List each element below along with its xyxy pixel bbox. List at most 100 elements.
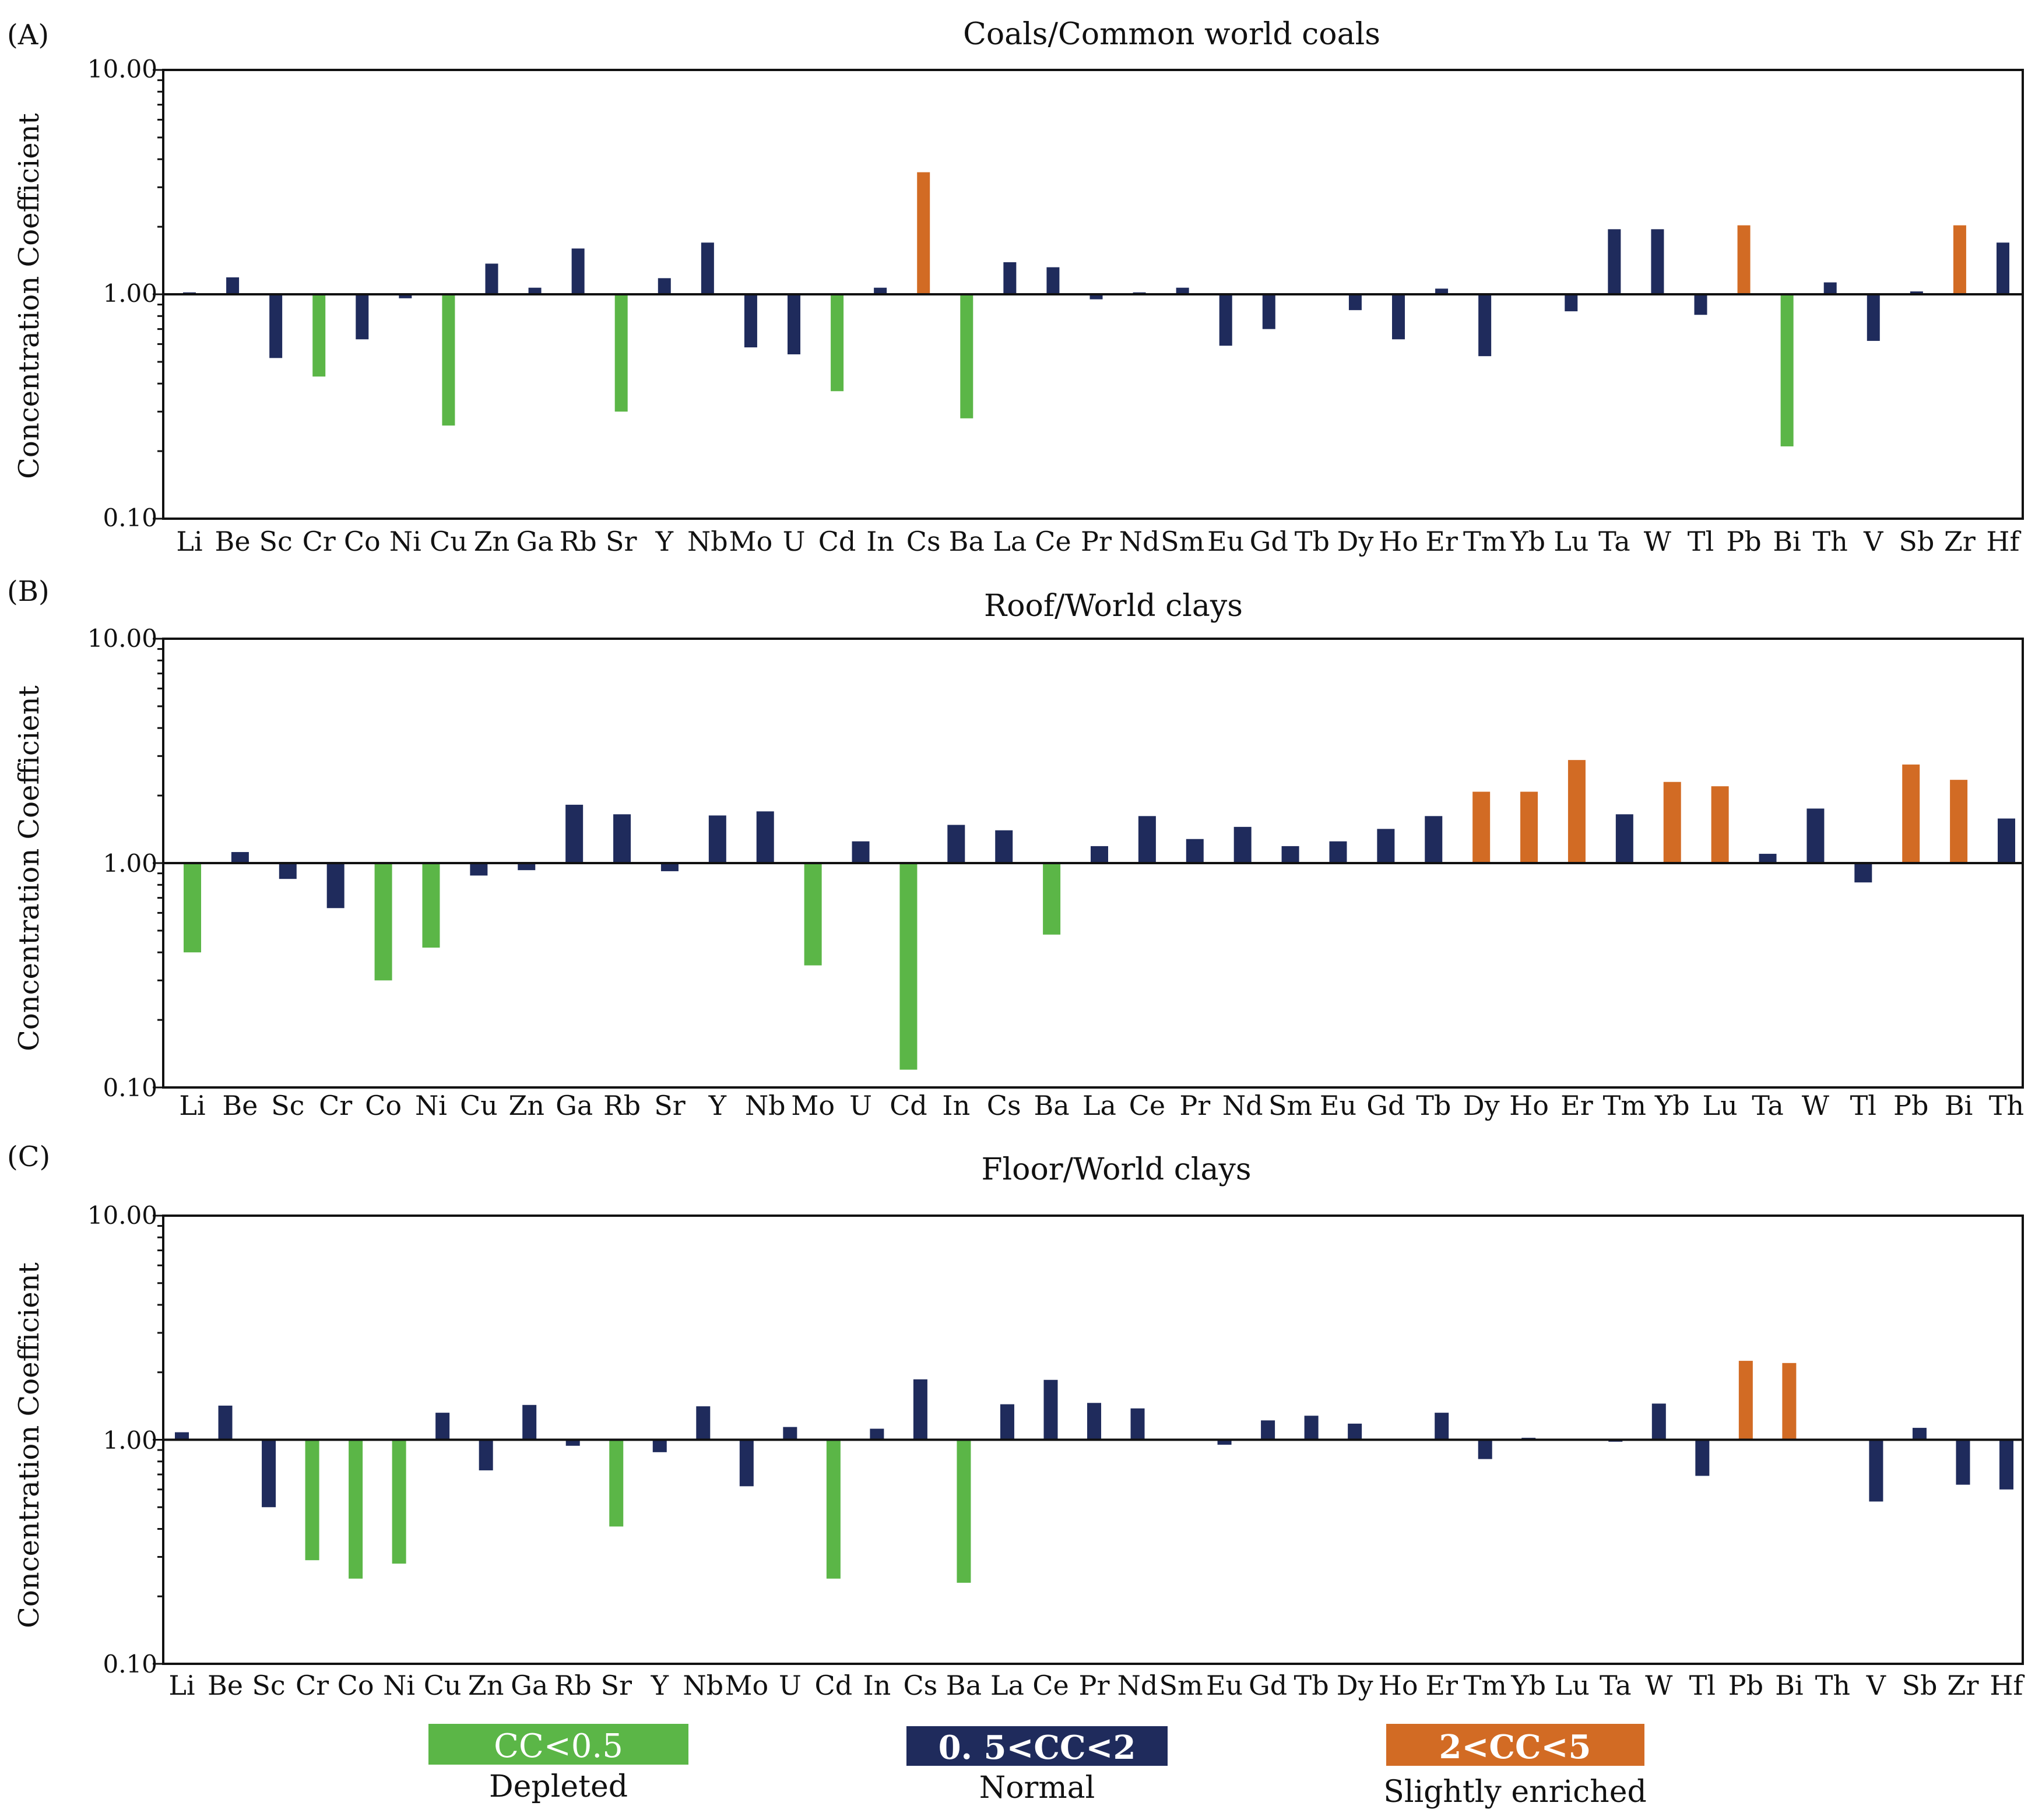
x-label-w: W — [1802, 1090, 1830, 1121]
x-label-nd: Nd — [1119, 526, 1160, 557]
bar-hf — [1999, 1439, 2013, 1490]
x-label-sm: Sm — [1161, 526, 1204, 557]
panel-a-x-labels: Li Be Sc Cr Co Ni Cu Zn Ga Rb Sr Y Nb Mo U Cd In Cs Ba La Ce… — [176, 526, 2021, 557]
x-label-ni: Ni — [383, 1670, 415, 1701]
bar-pr — [1186, 839, 1204, 863]
x-label-ga: Ga — [556, 1090, 593, 1121]
bar-yb — [1663, 781, 1681, 863]
bar-pb — [1902, 764, 1920, 863]
x-label-cu: Cu — [430, 526, 468, 557]
x-label-sr: Sr — [606, 526, 637, 557]
bar-sb — [1910, 291, 1923, 294]
bar-dy — [1348, 1423, 1362, 1440]
x-label-be: Be — [208, 1670, 243, 1701]
panel-c: (C) Floor/World clays Concentration Coef… — [7, 1140, 2025, 1701]
x-label-tb: Tb — [1416, 1090, 1451, 1121]
x-label-ta: Ta — [1598, 526, 1630, 557]
bar-cu — [435, 1413, 450, 1440]
bar-mo — [804, 863, 822, 966]
x-label-v: V — [1866, 1670, 1886, 1701]
bar-cs — [917, 172, 930, 294]
x-label-cr: Cr — [303, 526, 336, 557]
bar-tb — [1304, 1416, 1319, 1440]
bar-tm — [1478, 294, 1492, 357]
bar-in — [947, 825, 965, 863]
bar-sr — [609, 1439, 624, 1527]
x-label-sr: Sr — [654, 1090, 686, 1121]
bar-zr — [1956, 1439, 1970, 1485]
panel-b: (B) Roof/World clays Concentration Coeff… — [7, 575, 2024, 1121]
x-label-be: Be — [222, 1090, 258, 1121]
bar-ni — [392, 1439, 406, 1564]
x-label-ta: Ta — [1600, 1670, 1632, 1701]
bar-gd — [1261, 1420, 1275, 1440]
bar-v — [1867, 294, 1880, 341]
x-label-rb: Rb — [603, 1090, 641, 1121]
legend-depleted-swatch — [428, 1724, 688, 1765]
x-label-in: In — [866, 526, 894, 557]
bar-be — [231, 852, 249, 863]
x-label-ho: Ho — [1379, 1670, 1418, 1701]
x-label-ce: Ce — [1035, 526, 1071, 557]
bar-tm — [1615, 814, 1633, 863]
bar-ce — [1043, 1379, 1058, 1440]
x-label-bi: Bi — [1773, 526, 1801, 557]
bar-tb — [1425, 816, 1443, 863]
x-label-co: Co — [338, 1670, 374, 1701]
panel-a-title: Coals/Common world coals — [963, 17, 1380, 52]
x-label-co: Co — [365, 1090, 402, 1121]
bar-ni — [399, 294, 412, 298]
panel-c-ytick-1: 1.00 — [103, 1426, 157, 1455]
bar-hf — [1997, 242, 2009, 294]
panel-a: (A) Coals/Common world coals Concentrati… — [7, 17, 2024, 557]
bar-ba — [957, 1439, 971, 1583]
panel-c-bars — [175, 1361, 2013, 1583]
x-label-ba: Ba — [946, 1670, 982, 1701]
x-label-ba: Ba — [949, 526, 985, 557]
panel-c-plot-frame — [162, 1214, 2024, 1665]
bar-tl — [1694, 294, 1707, 315]
panel-c-label: (C) — [7, 1140, 50, 1173]
bar-eu — [1219, 294, 1232, 346]
bar-rb — [571, 248, 585, 294]
x-label-ba: Ba — [1034, 1090, 1069, 1121]
bar-sr — [614, 294, 628, 412]
panel-c-title: Floor/World clays — [981, 1152, 1251, 1187]
bar-sr — [660, 863, 679, 871]
bar-th — [1823, 282, 1837, 294]
x-label-rb: Rb — [554, 1670, 592, 1701]
bar-la — [1091, 846, 1108, 863]
x-label-lu: Lu — [1554, 526, 1588, 557]
legend: CC<0.5 Depleted 0. 5<CC<2 Normal 2<CC<5 … — [428, 1724, 1647, 1810]
bar-li — [184, 863, 201, 953]
bar-be — [218, 1405, 233, 1440]
x-label-sb: Sb — [1902, 1670, 1937, 1701]
bar-eu — [1329, 841, 1347, 863]
panel-b-bars — [184, 760, 2015, 1070]
panel-a-plot-frame — [162, 69, 2024, 520]
bar-ni — [422, 863, 440, 948]
x-label-li: Li — [179, 1090, 205, 1121]
x-label-dy: Dy — [1463, 1090, 1500, 1121]
panel-b-title: Roof/World clays — [984, 589, 1243, 624]
legend-enriched-swatch — [1386, 1724, 1644, 1766]
bar-eu — [1217, 1439, 1232, 1445]
panel-b-ytick-1: 1.00 — [103, 849, 157, 878]
x-label-rb: Rb — [560, 526, 597, 557]
bar-be — [226, 277, 240, 294]
bar-cu — [442, 294, 455, 426]
bar-cd — [899, 863, 918, 1070]
bar-y — [652, 1439, 667, 1452]
bar-ba — [1043, 863, 1061, 935]
bar-lu — [1711, 786, 1729, 863]
x-label-tl: Tl — [1688, 526, 1714, 557]
bar-ce — [1046, 267, 1060, 294]
x-label-be: Be — [215, 526, 251, 557]
x-label-nd: Nd — [1222, 1090, 1263, 1121]
x-label-cd: Cd — [890, 1090, 927, 1121]
x-label-er: Er — [1425, 1670, 1458, 1701]
legend-normal-range: 0. 5<CC<2 — [939, 1729, 1136, 1767]
x-label-li: Li — [176, 526, 202, 557]
bar-u — [788, 294, 800, 355]
